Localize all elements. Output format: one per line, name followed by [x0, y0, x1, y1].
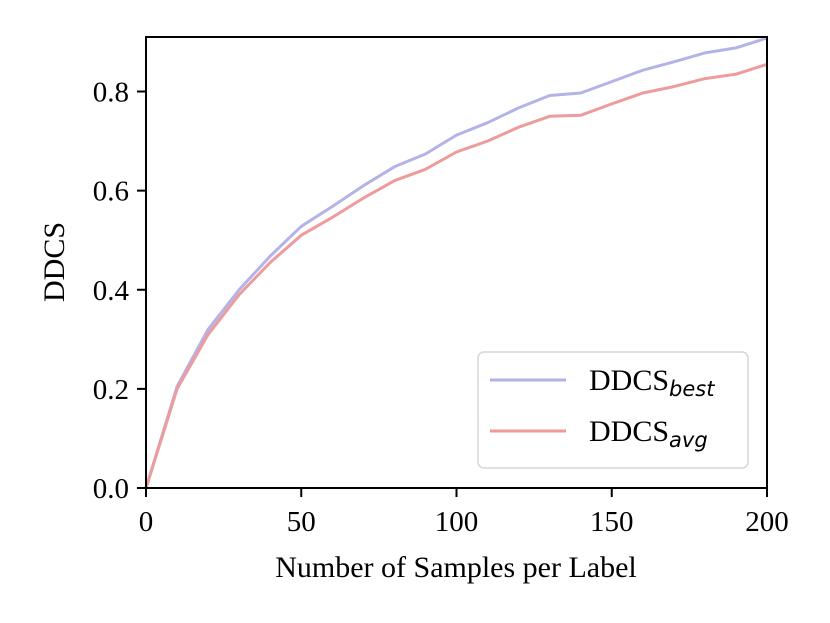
y-tick-label: 0.6 — [93, 176, 129, 208]
plot-area: 0 50 100 150 200 0.0 0.2 0.4 0.6 0.8 — [93, 36, 789, 538]
series-line-best — [144, 36, 768, 489]
y-axis-label: DDCS — [38, 222, 71, 302]
x-tick-label: 200 — [745, 506, 789, 538]
y-axis-ticks: 0.0 0.2 0.4 0.6 0.8 — [93, 77, 146, 505]
x-axis-label: Number of Samples per Label — [275, 551, 637, 584]
series-line-avg — [144, 62, 768, 489]
series-layer — [144, 36, 768, 489]
y-tick-label: 0.8 — [93, 77, 129, 109]
x-tick-label: 50 — [287, 506, 316, 538]
y-tick-label: 0.2 — [93, 374, 129, 406]
legend: DDCSbest DDCSavg — [477, 351, 749, 469]
legend-label-best: DDCSbest — [589, 364, 715, 401]
y-tick-label: 0.0 — [93, 473, 129, 505]
y-tick-label: 0.4 — [93, 275, 130, 307]
x-tick-label: 150 — [590, 506, 634, 538]
x-tick-label: 100 — [435, 506, 479, 538]
legend-label-avg: DDCSavg — [589, 415, 708, 452]
x-axis-ticks: 0 50 100 150 200 — [139, 488, 789, 538]
x-tick-label: 0 — [139, 506, 154, 538]
